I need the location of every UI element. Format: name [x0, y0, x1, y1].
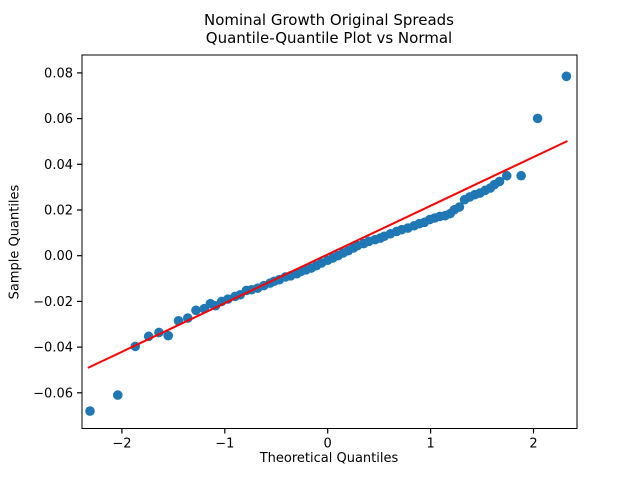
- data-point: [501, 170, 512, 181]
- y-tick-label: −0.06: [33, 386, 73, 401]
- x-axis-label: Theoretical Quantiles: [259, 451, 399, 466]
- data-point: [532, 113, 543, 124]
- y-tick-label: 0.04: [44, 158, 73, 173]
- data-point: [494, 176, 505, 187]
- data-point: [112, 390, 123, 400]
- data-point: [516, 170, 526, 181]
- chart-title-line1: Nominal Growth Original Spreads: [204, 11, 454, 29]
- data-point: [454, 202, 465, 212]
- x-tick-label: −1: [215, 437, 234, 452]
- y-tick-label: 0.02: [44, 204, 73, 219]
- x-tick-label: 0: [324, 437, 332, 452]
- chart-title-line2: Quantile-Quantile Plot vs Normal: [205, 29, 453, 47]
- plot-frame: [81, 54, 578, 429]
- data-point: [191, 305, 201, 316]
- x-tick-label: 1: [426, 437, 434, 452]
- x-tick-label: 2: [529, 437, 537, 452]
- y-axis-label: Sample Quantiles: [7, 184, 23, 300]
- y-tick-label: 0.00: [44, 249, 73, 264]
- y-tick-label: −0.02: [33, 295, 73, 310]
- qq-fit-line: [87, 140, 568, 369]
- x-tick-label: −2: [112, 437, 131, 452]
- data-point: [85, 406, 95, 416]
- y-tick-label: 0.06: [44, 112, 73, 127]
- data-point: [561, 71, 572, 82]
- y-tick-label: 0.08: [44, 66, 73, 81]
- data-point: [163, 330, 174, 341]
- y-tick-label: −0.04: [33, 341, 73, 356]
